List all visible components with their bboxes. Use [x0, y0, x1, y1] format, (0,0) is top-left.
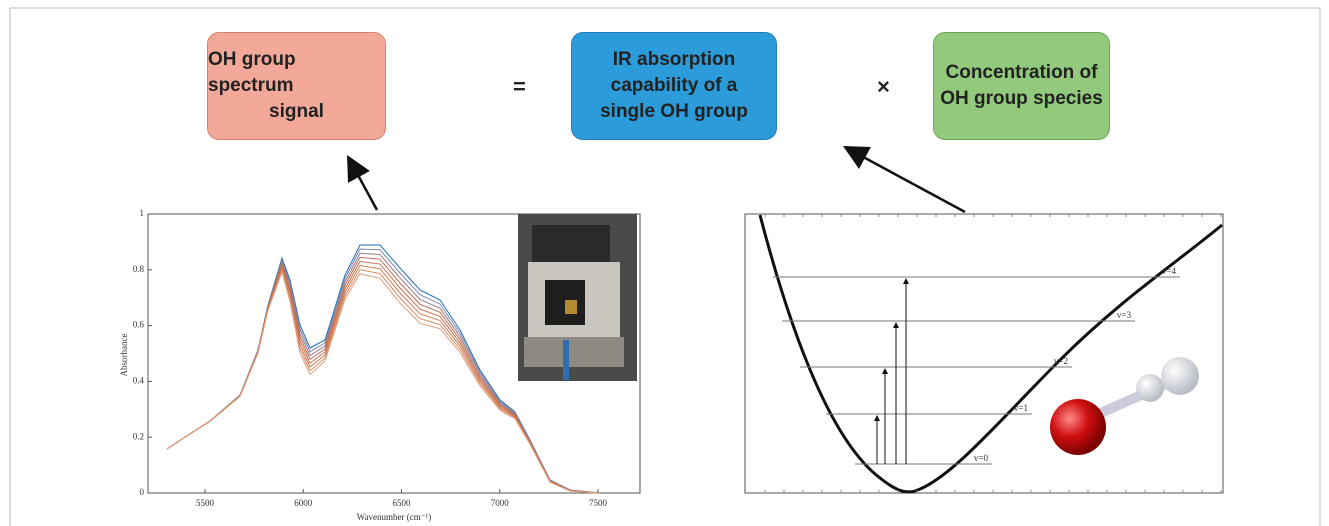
- x-tick-label: 6000: [294, 498, 313, 508]
- y-tick-label: 0: [140, 487, 145, 497]
- operator: ×: [877, 74, 890, 100]
- x-tick-label: 5500: [196, 498, 215, 508]
- x-tick-label: 7000: [491, 498, 510, 508]
- arrow: [854, 152, 965, 212]
- y-tick-label: 1: [140, 208, 145, 218]
- term-text: signal: [269, 99, 324, 125]
- level-label: v=0: [974, 453, 989, 463]
- term-text: OH group spectrum: [208, 47, 385, 99]
- operator: =: [513, 74, 526, 100]
- instrument-photo: [518, 214, 637, 381]
- term-text: capability of a: [611, 73, 738, 99]
- y-tick-label: 0.6: [133, 320, 145, 330]
- term-box: OH group spectrum signal: [207, 32, 386, 140]
- level-label: v=3: [1117, 310, 1132, 320]
- level-label: v=4: [1162, 266, 1177, 276]
- figure: Absorbance Wavenumber (cm⁻¹) v=0 v=1 v=2 v=…: [0, 0, 1329, 526]
- arrow: [353, 166, 377, 210]
- term-text: single OH group: [600, 99, 748, 125]
- level-label: v=2: [1054, 356, 1068, 366]
- y-tick-label: 0.4: [133, 375, 145, 385]
- x-axis-label: Wavenumber (cm⁻¹): [357, 512, 431, 522]
- term-box: IR absorption capability of a single OH …: [571, 32, 777, 140]
- plot-frame: [745, 214, 1223, 493]
- y-axis-label: Absorbance: [119, 334, 129, 377]
- x-tick-label: 6500: [393, 498, 412, 508]
- level-label: v=1: [1014, 403, 1028, 413]
- y-tick-label: 0.8: [133, 264, 145, 274]
- term-text: Concentration of: [946, 60, 1098, 86]
- x-tick-label: 7500: [589, 498, 608, 508]
- term-box: Concentration of OH group species: [933, 32, 1110, 140]
- term-text: IR absorption: [613, 47, 735, 73]
- y-tick-label: 0.2: [133, 431, 144, 441]
- term-text: OH group species: [940, 86, 1103, 112]
